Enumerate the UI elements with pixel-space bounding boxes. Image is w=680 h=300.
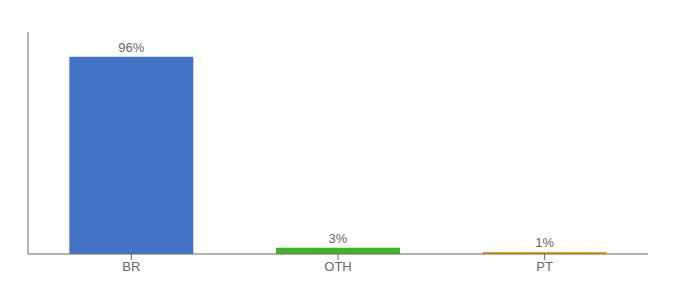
svg-text:BR: BR	[122, 259, 140, 274]
svg-text:96%: 96%	[118, 40, 144, 55]
svg-text:OTH: OTH	[324, 259, 351, 274]
svg-text:PT: PT	[536, 259, 553, 274]
svg-text:1%: 1%	[535, 235, 554, 250]
svg-text:3%: 3%	[329, 231, 348, 246]
